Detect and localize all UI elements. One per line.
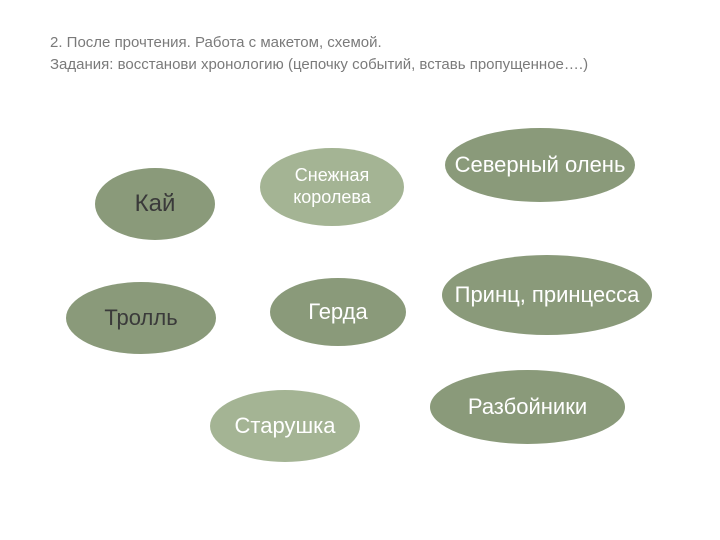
node-prince[interactable]: Принц, принцесса xyxy=(442,255,652,335)
node-gerda[interactable]: Герда xyxy=(270,278,406,346)
node-robbers[interactable]: Разбойники xyxy=(430,370,625,444)
left-margin-bar xyxy=(0,0,14,540)
node-troll[interactable]: Тролль xyxy=(66,282,216,354)
title-line-1: 2. После прочтения. Работа с макетом, сх… xyxy=(50,34,382,51)
node-old-woman[interactable]: Старушка xyxy=(210,390,360,462)
node-snow-queen[interactable]: Снежная королева xyxy=(260,148,404,226)
node-kai[interactable]: Кай xyxy=(95,168,215,240)
node-reindeer[interactable]: Северный олень xyxy=(445,128,635,202)
page-title: 2. После прочтения. Работа с макетом, сх… xyxy=(50,32,588,76)
title-line-2: Задания: восстанови хронологию (цепочку … xyxy=(50,56,588,73)
